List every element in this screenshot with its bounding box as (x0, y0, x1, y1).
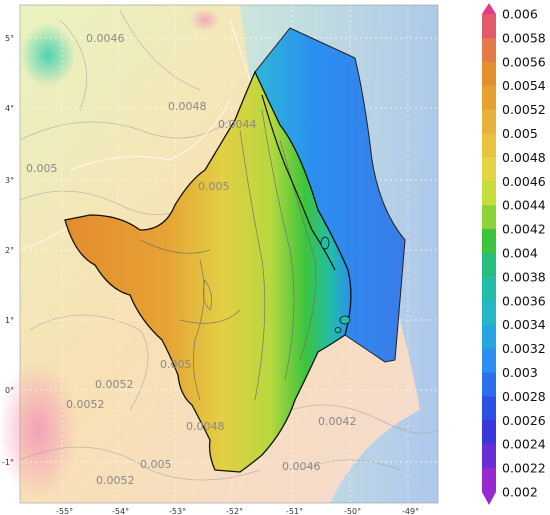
colorbar-band (482, 420, 496, 445)
contour-label: 0.0052 (95, 378, 134, 391)
colorbar-band (482, 372, 496, 397)
colorbar-band (482, 396, 496, 421)
lat-tick-label: 3° (5, 176, 14, 185)
contour-label: 0.0052 (66, 398, 105, 411)
colorbar-band (482, 109, 496, 134)
colorbar-band (482, 157, 496, 182)
colorbar-band (482, 133, 496, 158)
colorbar-tick-label: 0.0054 (502, 78, 546, 93)
map-frame (19, 4, 439, 504)
contour-label: 0.0046 (282, 460, 321, 473)
colorbar-band (482, 253, 496, 278)
colorbar-tick-label: 0.0058 (502, 30, 546, 45)
contour-label: 0.0046 (86, 32, 125, 45)
lon-tick-label: -49° (402, 507, 419, 515)
colorbar-tick-label: 0.0032 (502, 341, 546, 356)
lat-tick-label: 4° (5, 104, 14, 113)
colorbar-band (482, 348, 496, 373)
colorbar-band (482, 205, 496, 230)
colorbar-bands (482, 14, 496, 493)
lat-tick-label: 5° (5, 34, 14, 43)
colorbar-tick-label: 0.0024 (502, 437, 546, 452)
colorbar-band (482, 85, 496, 111)
colorbar-band (482, 61, 496, 87)
colorbar-tick-label: 0.0052 (502, 102, 546, 117)
colorbar-tick-label: 0.0048 (502, 150, 546, 165)
colorbar-tick-label: 0.0026 (502, 413, 546, 428)
contour-label: 0.0048 (186, 420, 225, 433)
colorbar-tick-label: 0.0034 (502, 317, 546, 332)
lat-tick-label: 2° (5, 246, 14, 255)
lon-tick-label: -54° (112, 507, 129, 515)
contour-label: 0.0048 (168, 100, 207, 113)
colorbar-band (482, 229, 496, 254)
contour-label: 0.005 (198, 180, 230, 193)
contour-label-group: 0.0046 0.0048 0.0044 0.005 0.005 0.005 0… (26, 32, 357, 487)
amapa-region (64, 70, 352, 473)
colorbar-labels: 0.006 0.0058 0.0056 0.0054 0.0052 0.005 0.0048… (502, 7, 546, 500)
islands (320, 236, 351, 333)
contour-label: 0.0044 (218, 118, 257, 131)
lat-axis: 5° 4° 3° 2° 1° 0° -1° (2, 34, 14, 467)
colorbar-tick-label: 0.005 (502, 126, 538, 141)
lon-tick-label: -55° (56, 507, 73, 515)
lon-tick-label: -52° (226, 507, 243, 515)
contour-label: 0.005 (140, 458, 172, 471)
colorbar-tick-label: 0.0056 (502, 54, 546, 69)
colorbar-tick-label: 0.003 (502, 365, 538, 380)
lat-tick-label: 0° (5, 386, 14, 395)
lon-tick-label: -53° (169, 507, 186, 515)
colorbar-tick-label: 0.0028 (502, 389, 546, 404)
lon-axis: -55° -54° -53° -52° -51° -50° -49° (56, 507, 419, 515)
ocean-wash (240, 5, 438, 503)
colorbar-tick-label: 0.0036 (502, 293, 546, 308)
colorbar-tick-label: 0.0038 (502, 269, 546, 284)
teal-hotspot (20, 23, 76, 87)
colorbar: 0.006 0.0058 0.0056 0.0054 0.0052 0.005 0.0048… (482, 3, 546, 505)
contour-label: 0.0042 (318, 415, 357, 428)
pink-hotspot-top (190, 8, 220, 32)
colorbar-band (482, 37, 496, 63)
colorbar-band (482, 324, 496, 350)
colorbar-band (482, 468, 496, 493)
lat-tick-label: 1° (5, 316, 14, 325)
colorbar-tick-label: 0.004 (502, 246, 538, 261)
lat-tick-label: -1° (2, 458, 14, 467)
lon-tick-label: -51° (286, 507, 303, 515)
colorbar-band (482, 300, 496, 326)
colorbar-band (482, 444, 496, 469)
colorbar-tick-label: 0.0044 (502, 198, 546, 213)
colorbar-tick-label: 0.006 (502, 7, 538, 22)
colorbar-band (482, 276, 496, 302)
lon-tick-label: -50° (344, 507, 361, 515)
pink-hotspot (0, 360, 78, 500)
colorbar-tick-label: 0.0022 (502, 461, 546, 476)
colorbar-bottom-arrow (482, 492, 496, 505)
colorbar-top-arrow (482, 3, 496, 14)
contour-label: 0.005 (160, 358, 192, 371)
contour-label: 0.005 (26, 162, 58, 175)
colorbar-tick-label: 0.002 (502, 485, 538, 500)
colorbar-band (482, 14, 496, 39)
contour-label: 0.0052 (96, 474, 135, 487)
colorbar-band (482, 181, 496, 206)
colorbar-tick-label: 0.0042 (502, 222, 546, 237)
rivers (19, 19, 251, 251)
colorbar-tick-label: 0.0046 (502, 174, 546, 189)
amapa-contours (139, 109, 317, 401)
